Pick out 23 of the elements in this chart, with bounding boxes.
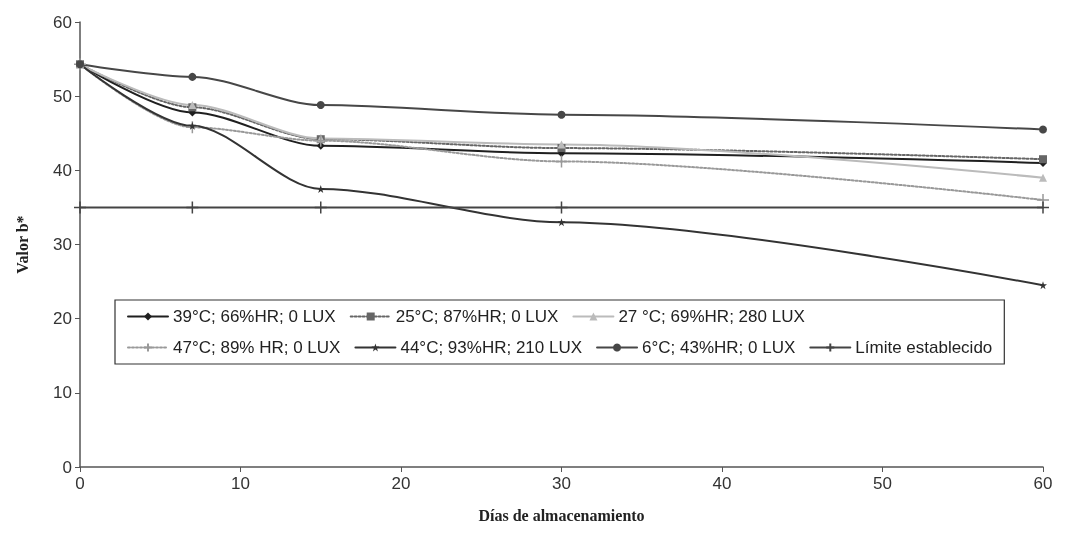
x-tick-label: 50	[873, 474, 892, 493]
x-tick-label: 30	[552, 474, 571, 493]
legend-label: Límite establecido	[855, 338, 993, 357]
x-tick-label: 10	[231, 474, 250, 493]
x-tick-label: 60	[1033, 474, 1053, 493]
x-tick-label: 0	[75, 474, 85, 493]
y-tick-label: 20	[53, 309, 72, 329]
y-tick-label: 30	[53, 235, 72, 254]
legend-label: 25°C; 87%HR; 0 LUX	[395, 307, 559, 326]
legend-label: 6°C; 43%HR; 0 LUX	[642, 338, 796, 357]
y-tick-label: 10	[53, 383, 72, 403]
legend-label: 47°C; 89% HR; 0 LUX	[173, 338, 341, 357]
y-tick-label: 60	[53, 12, 72, 32]
y-tick-label: 0	[62, 457, 72, 477]
y-tick-label: 40	[53, 160, 72, 180]
y-axis-title: Valor b*	[13, 215, 31, 274]
legend-label: 44°C; 93%HR; 210 LUX	[400, 338, 583, 357]
x-tick-label: 20	[391, 474, 411, 493]
legend-label: 39°C; 66%HR; 0 LUX	[173, 307, 336, 326]
x-tick-label: 40	[712, 474, 732, 493]
x-axis-title: Días de almacenamiento	[478, 506, 645, 524]
y-tick-label: 50	[53, 86, 72, 106]
legend-label: 27 °C; 69%HR; 280 LUX	[618, 307, 805, 326]
